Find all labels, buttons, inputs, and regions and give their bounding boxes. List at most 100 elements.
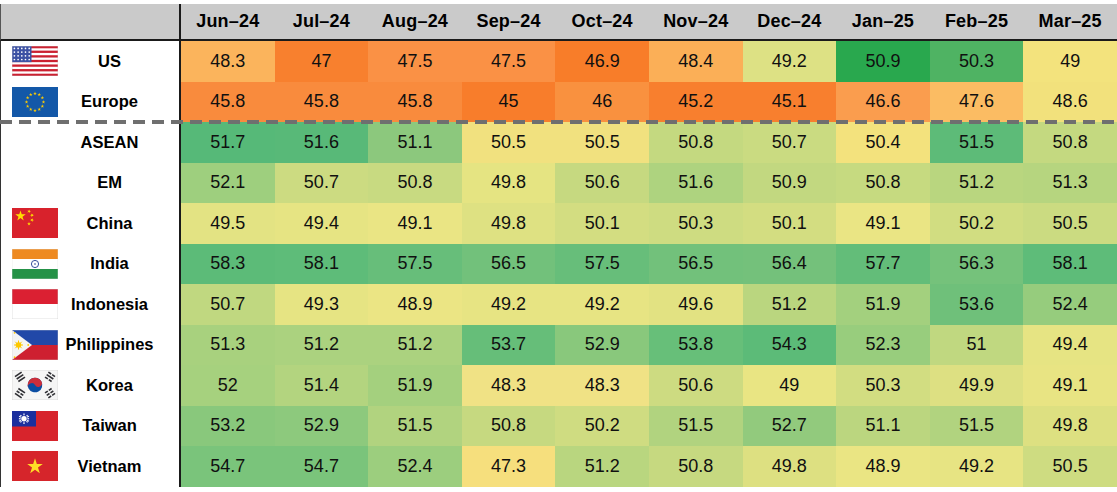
heatmap-cell: 47.5 (462, 41, 556, 82)
row-cells: 51.751.651.150.550.550.850.750.451.550.8 (181, 122, 1117, 163)
heatmap-cell: 49.8 (462, 203, 556, 244)
heatmap-cell: 51.3 (181, 325, 275, 366)
heatmap-cell: 57.5 (555, 244, 649, 285)
heatmap-cell: 46 (555, 82, 649, 123)
month-header-group: Jun–24Jul–24Aug–24Sep–24Oct–24Nov–24Dec–… (181, 4, 1117, 39)
row-cells: 51.351.251.253.752.953.854.352.35149.4 (181, 325, 1117, 366)
heatmap-cell: 50.9 (836, 41, 930, 82)
heatmap-cell: 53.8 (649, 325, 743, 366)
row-cells: 52.150.750.849.850.651.650.950.851.251.3 (181, 163, 1117, 204)
heatmap-cell: 50.5 (1023, 203, 1117, 244)
row-cells: 5251.451.948.348.350.64950.349.949.1 (181, 365, 1117, 406)
heatmap-cell: 53.6 (930, 284, 1024, 325)
heatmap-cell: 51.1 (836, 406, 930, 447)
heatmap-cell: 57.5 (368, 244, 462, 285)
row-label: Vietnam (58, 457, 179, 476)
heatmap-cell: 56.5 (649, 244, 743, 285)
column-header: Aug–24 (368, 4, 462, 39)
row-header: Taiwan (0, 406, 181, 447)
dm-em-group-divider-dashed-line (0, 120, 1117, 124)
table-row: China49.549.449.149.850.150.350.149.150.… (0, 203, 1117, 244)
row-cells: 54.754.752.447.351.250.849.848.949.250.5 (181, 446, 1117, 487)
heatmap-cell: 50.9 (743, 163, 837, 204)
heatmap-cell: 50.3 (930, 41, 1024, 82)
pmi-heatmap-table: Jun–24Jul–24Aug–24Sep–24Oct–24Nov–24Dec–… (0, 0, 1117, 492)
no-flag (12, 168, 58, 198)
heatmap-cell: 51.2 (930, 163, 1024, 204)
heatmap-cell: 54.3 (743, 325, 837, 366)
row-header: ASEAN (0, 122, 181, 163)
china-flag-icon (12, 208, 58, 238)
column-header: Mar–25 (1023, 4, 1117, 39)
india-flag-icon (12, 249, 58, 279)
heatmap-cell: 50.7 (275, 163, 369, 204)
heatmap-cell: 51.9 (836, 284, 930, 325)
row-label: EM (58, 173, 179, 192)
heatmap-cell: 52.1 (181, 163, 275, 204)
heatmap-cell: 49.2 (743, 41, 837, 82)
heatmap-cell: 48.3 (462, 365, 556, 406)
row-header: Indonesia (0, 284, 181, 325)
heatmap-cell: 49.1 (1023, 365, 1117, 406)
heatmap-cell: 48.3 (181, 41, 275, 82)
column-header: Feb–25 (930, 4, 1024, 39)
heatmap-cell: 52.4 (368, 446, 462, 487)
row-label: India (58, 254, 179, 273)
row-header: Europe (0, 82, 181, 123)
row-cells: 58.358.157.556.557.556.556.457.756.358.1 (181, 244, 1117, 285)
column-header: Dec–24 (743, 4, 837, 39)
heatmap-cell: 56.4 (743, 244, 837, 285)
heatmap-cell: 47.3 (462, 446, 556, 487)
heatmap-cell: 52.7 (743, 406, 837, 447)
heatmap-cell: 50.8 (462, 406, 556, 447)
vietnam-flag-icon (12, 451, 58, 481)
row-label: US (58, 52, 179, 71)
row-cells: 45.845.845.8454645.245.146.647.648.6 (181, 82, 1117, 123)
heatmap-cell: 51.2 (368, 325, 462, 366)
column-header: Jan–25 (836, 4, 930, 39)
heatmap-cell: 49.4 (275, 203, 369, 244)
heatmap-cell: 57.7 (836, 244, 930, 285)
south-korea-flag-icon (12, 370, 58, 400)
heatmap-cell: 49.8 (462, 163, 556, 204)
heatmap-cell: 45.8 (275, 82, 369, 123)
heatmap-cell: 50.2 (555, 406, 649, 447)
heatmap-cell: 50.5 (555, 122, 649, 163)
heatmap-cell: 49.6 (649, 284, 743, 325)
heatmap-cell: 46.9 (555, 41, 649, 82)
row-header: Philippines (0, 325, 181, 366)
column-header: Nov–24 (649, 4, 743, 39)
heatmap-cell: 49.2 (462, 284, 556, 325)
table-row: Korea5251.451.948.348.350.64950.349.949.… (0, 365, 1117, 406)
heatmap-cell: 50.5 (1023, 446, 1117, 487)
heatmap-cell: 48.3 (555, 365, 649, 406)
heatmap-cell: 45.8 (368, 82, 462, 123)
row-cells: 53.252.951.550.850.251.552.751.151.549.8 (181, 406, 1117, 447)
heatmap-cell: 45 (462, 82, 556, 123)
row-cells: 50.749.348.949.249.249.651.251.953.652.4 (181, 284, 1117, 325)
heatmap-cell: 50.8 (836, 163, 930, 204)
heatmap-cell: 50.8 (649, 446, 743, 487)
heatmap-cell: 58.1 (275, 244, 369, 285)
table-row: Taiwan53.252.951.550.850.251.552.751.151… (0, 406, 1117, 447)
column-header: Jun–24 (181, 4, 275, 39)
heatmap-cell: 52.9 (275, 406, 369, 447)
heatmap-cell: 52.9 (555, 325, 649, 366)
heatmap-cell: 51.5 (930, 122, 1024, 163)
indonesia-flag-icon (12, 289, 58, 319)
row-header: US (0, 41, 181, 82)
heatmap-cell: 53.2 (181, 406, 275, 447)
us-flag-icon (12, 46, 58, 76)
heatmap-cell: 49.1 (836, 203, 930, 244)
row-header: EM (0, 163, 181, 204)
heatmap-cell: 51.6 (275, 122, 369, 163)
heatmap-cell: 50.7 (743, 122, 837, 163)
heatmap-cell: 50.1 (743, 203, 837, 244)
heatmap-cell: 49.3 (275, 284, 369, 325)
heatmap-cell: 50.3 (649, 203, 743, 244)
row-header: India (0, 244, 181, 285)
heatmap-cell: 51.3 (1023, 163, 1117, 204)
table-row: EM52.150.750.849.850.651.650.950.851.251… (0, 163, 1117, 204)
heatmap-cell: 49.2 (555, 284, 649, 325)
row-label: Philippines (58, 335, 179, 354)
